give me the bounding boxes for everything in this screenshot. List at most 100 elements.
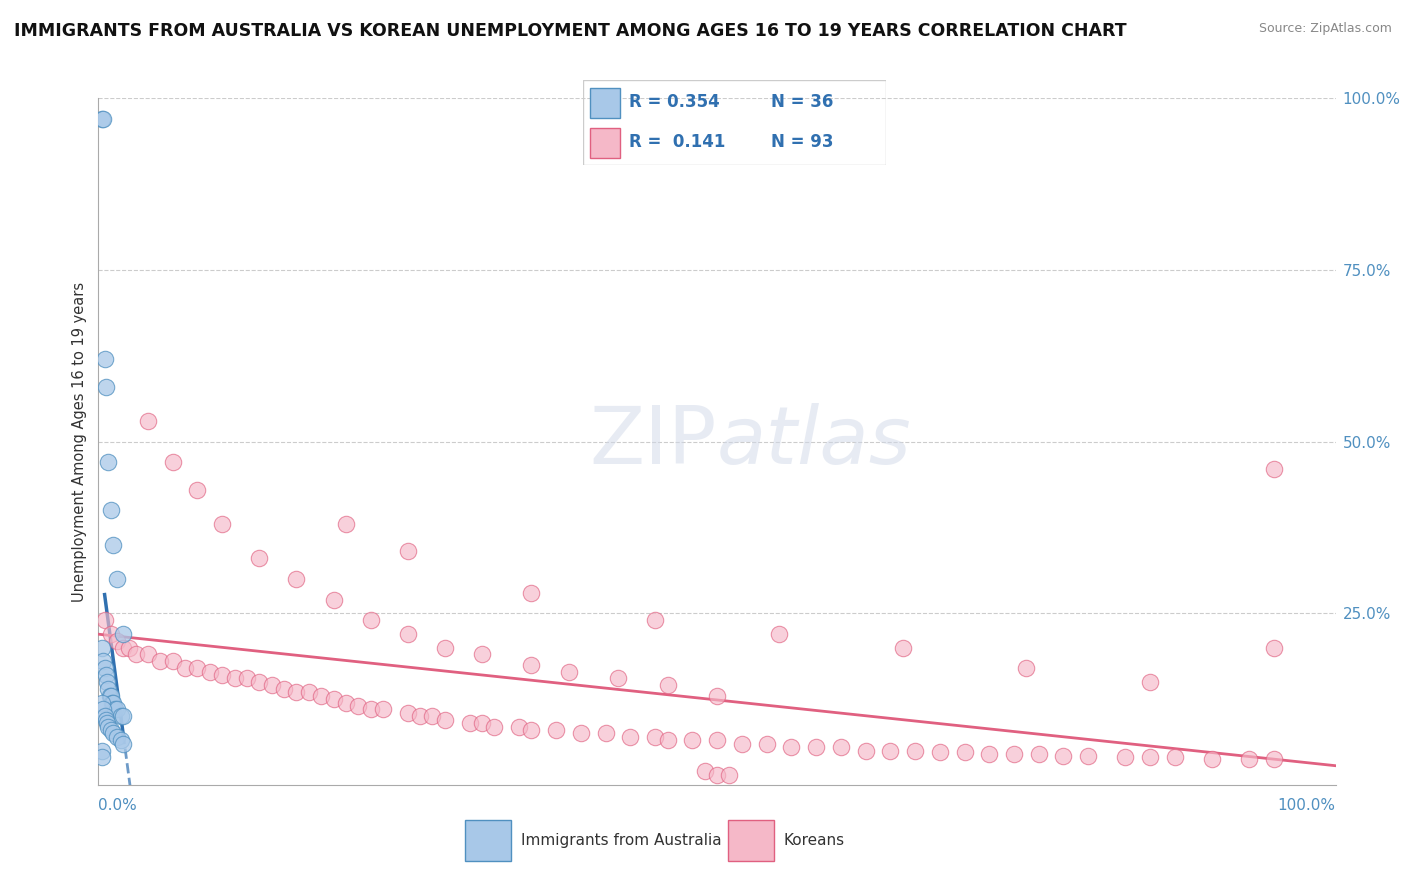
Point bbox=[335, 516, 357, 531]
Point bbox=[508, 720, 530, 734]
Point bbox=[112, 709, 135, 723]
Point bbox=[105, 633, 128, 648]
Point bbox=[94, 668, 117, 682]
Point bbox=[768, 627, 790, 641]
Text: R = 0.354: R = 0.354 bbox=[628, 94, 720, 112]
Point bbox=[93, 352, 115, 367]
Point bbox=[1263, 640, 1285, 655]
Point bbox=[706, 733, 728, 747]
Point bbox=[136, 414, 159, 428]
Point bbox=[260, 678, 283, 692]
Point bbox=[619, 730, 641, 744]
Point bbox=[360, 702, 382, 716]
Point bbox=[162, 654, 184, 668]
Point bbox=[904, 744, 927, 758]
Point bbox=[780, 740, 803, 755]
Point bbox=[285, 572, 308, 586]
Point bbox=[520, 657, 543, 672]
Point bbox=[1139, 675, 1161, 690]
Point bbox=[105, 730, 128, 744]
Point bbox=[644, 613, 666, 627]
Point bbox=[236, 672, 259, 686]
Point bbox=[879, 744, 901, 758]
Point bbox=[136, 648, 159, 662]
Point bbox=[112, 640, 135, 655]
Point bbox=[1052, 749, 1074, 764]
Point bbox=[110, 733, 132, 747]
Point bbox=[422, 709, 444, 723]
Point bbox=[657, 678, 679, 692]
Point bbox=[91, 640, 114, 655]
Point bbox=[94, 379, 117, 393]
Point bbox=[309, 689, 332, 703]
Point bbox=[681, 733, 703, 747]
Point bbox=[644, 730, 666, 744]
Point bbox=[91, 750, 114, 764]
Point bbox=[979, 747, 1001, 761]
Point bbox=[298, 685, 321, 699]
FancyBboxPatch shape bbox=[589, 128, 620, 158]
Point bbox=[804, 740, 827, 755]
Point bbox=[657, 733, 679, 747]
Point bbox=[93, 702, 115, 716]
Point bbox=[335, 696, 357, 710]
Point bbox=[186, 661, 208, 675]
Point bbox=[322, 692, 344, 706]
Point bbox=[149, 654, 172, 668]
Point bbox=[1077, 749, 1099, 764]
Text: N = 36: N = 36 bbox=[770, 94, 834, 112]
Point bbox=[520, 723, 543, 737]
Point bbox=[247, 675, 270, 690]
Point bbox=[91, 112, 114, 126]
Point bbox=[484, 720, 506, 734]
Point bbox=[471, 716, 494, 731]
Point bbox=[124, 648, 146, 662]
Point bbox=[891, 640, 914, 655]
Point bbox=[100, 503, 122, 517]
Point bbox=[706, 689, 728, 703]
Point bbox=[1201, 752, 1223, 766]
Point bbox=[1139, 750, 1161, 764]
Point bbox=[97, 455, 120, 469]
Point bbox=[360, 613, 382, 627]
Point bbox=[1015, 661, 1038, 675]
Point bbox=[458, 716, 481, 731]
Point bbox=[112, 737, 135, 751]
Point bbox=[546, 723, 568, 737]
Point bbox=[93, 112, 115, 126]
Text: Source: ZipAtlas.com: Source: ZipAtlas.com bbox=[1258, 22, 1392, 36]
Point bbox=[211, 668, 233, 682]
Point bbox=[186, 483, 208, 497]
Point bbox=[409, 709, 432, 723]
Text: 0.0%: 0.0% bbox=[98, 798, 138, 814]
Point bbox=[557, 665, 579, 679]
Point bbox=[112, 627, 135, 641]
Point bbox=[396, 544, 419, 558]
Point bbox=[97, 720, 120, 734]
Text: ZIP: ZIP bbox=[589, 402, 717, 481]
Point bbox=[105, 572, 128, 586]
Point bbox=[1263, 462, 1285, 476]
Point bbox=[110, 709, 132, 723]
FancyBboxPatch shape bbox=[728, 821, 773, 861]
Point bbox=[96, 716, 118, 731]
Point bbox=[322, 592, 344, 607]
Point bbox=[100, 627, 122, 641]
Point bbox=[569, 726, 592, 740]
Point bbox=[755, 737, 778, 751]
Point bbox=[211, 516, 233, 531]
Point bbox=[198, 665, 221, 679]
Point bbox=[273, 681, 295, 696]
Point bbox=[1164, 750, 1187, 764]
Point bbox=[953, 745, 976, 759]
Point bbox=[247, 551, 270, 566]
Point bbox=[371, 702, 394, 716]
Text: 100.0%: 100.0% bbox=[1278, 798, 1336, 814]
Point bbox=[520, 585, 543, 599]
Point bbox=[93, 654, 115, 668]
Point bbox=[101, 696, 124, 710]
Point bbox=[396, 627, 419, 641]
Text: R =  0.141: R = 0.141 bbox=[628, 133, 725, 151]
Point bbox=[93, 709, 115, 723]
FancyBboxPatch shape bbox=[589, 88, 620, 119]
